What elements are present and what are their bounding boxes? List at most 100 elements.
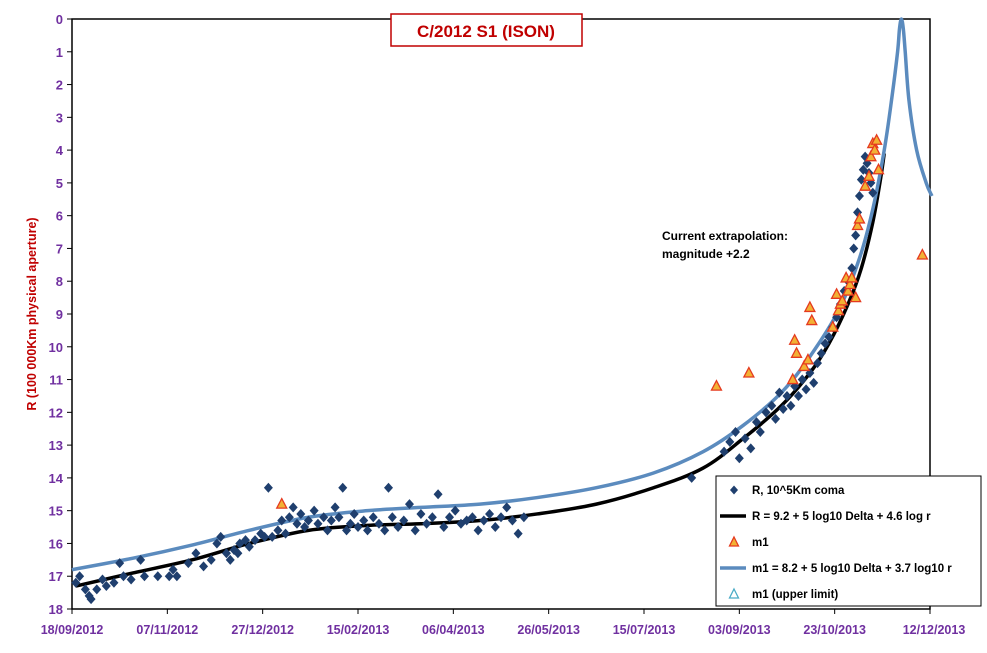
series-0-point — [856, 174, 866, 185]
x-tick-label: 27/12/2012 — [231, 623, 294, 637]
x-tick-label: 15/07/2013 — [613, 623, 676, 637]
series-2-point — [862, 169, 876, 181]
x-tick-label: 06/04/2013 — [422, 623, 485, 637]
series-0-point — [233, 548, 243, 559]
y-tick-label: 3 — [56, 110, 63, 125]
series-0-point — [427, 512, 437, 523]
series-0-point — [380, 525, 390, 536]
series-2-point — [859, 179, 872, 191]
series-0-point — [849, 243, 859, 254]
series-0-point — [330, 502, 340, 513]
series-2-point — [801, 352, 815, 365]
series-0-point — [168, 564, 178, 575]
series-0-point — [399, 515, 409, 526]
series-0-point — [206, 554, 216, 565]
series-0-point — [387, 512, 397, 523]
series-0-point — [813, 358, 823, 369]
series-2-point — [841, 284, 855, 296]
series-0-point — [277, 515, 287, 526]
series-0-point — [284, 512, 294, 523]
series-0-point — [241, 535, 251, 546]
series-2-point — [786, 372, 799, 385]
series-0-point — [824, 331, 834, 342]
series-2-point — [790, 346, 803, 358]
legend-label: R, 10^5Km coma — [752, 485, 845, 497]
series-0-point — [92, 584, 102, 595]
series-0-point — [281, 528, 291, 539]
series-0-point — [439, 522, 449, 533]
series-0-point — [80, 584, 90, 595]
series-0-point — [326, 515, 336, 526]
series-0-point — [98, 574, 108, 585]
series-0-point — [86, 594, 96, 605]
y-tick-label: 2 — [56, 78, 63, 93]
legend-label: m1 — [752, 537, 769, 549]
series-0-point — [191, 548, 201, 559]
series-0-point — [309, 505, 319, 516]
series-0-point — [746, 443, 756, 454]
series-0-point — [797, 374, 807, 385]
series-2-point — [870, 133, 883, 145]
y-tick-label: 1 — [56, 45, 63, 60]
legend-swatch-diamond — [730, 485, 738, 495]
x-tick-label: 07/11/2012 — [136, 623, 198, 637]
x-tick-label: 15/02/2013 — [327, 623, 390, 637]
series-0-point — [319, 512, 329, 523]
x-tick-label: 23/10/2013 — [803, 623, 866, 637]
series-0-point — [467, 512, 477, 523]
series-0-point — [363, 525, 373, 536]
series-0-point — [296, 508, 306, 519]
series-2-point — [916, 248, 929, 260]
series-2-point — [275, 497, 288, 509]
series-0-point — [359, 515, 369, 526]
series-0-point — [854, 191, 864, 201]
series-0-point — [496, 512, 506, 523]
series-0-point — [384, 482, 394, 493]
y-tick-label: 17 — [49, 569, 63, 584]
series-0-point — [221, 548, 231, 559]
annotation: Current extrapolation: magnitude +2.2 — [662, 229, 788, 261]
series-0-point — [126, 574, 136, 585]
series-2-point — [788, 333, 801, 345]
series-0-point — [809, 377, 819, 388]
series-0-point — [731, 427, 741, 437]
y-tick-label: 9 — [56, 307, 63, 322]
y-tick-label: 0 — [56, 12, 63, 27]
y-tick-label: 4 — [56, 143, 64, 158]
series-0-point — [450, 505, 460, 516]
series-0-point — [786, 400, 796, 411]
series-0-point — [801, 384, 811, 395]
y-tick-label: 18 — [49, 602, 63, 617]
series-2-point — [710, 379, 723, 391]
series-2-point — [843, 277, 856, 290]
series-2-point — [805, 313, 818, 326]
y-tick-label: 10 — [49, 340, 63, 355]
series-0-point — [263, 482, 273, 493]
legend: R, 10^5Km coma R = 9.2 + 5 log10 Delta + … — [715, 475, 982, 607]
series-0-point — [164, 571, 174, 582]
x-tick-label: 12/12/2013 — [903, 623, 966, 637]
series-0-point — [250, 535, 260, 546]
y-tick-label: 11 — [49, 373, 63, 388]
series-0-point — [273, 525, 283, 536]
y-tick-label: 6 — [56, 209, 63, 224]
title-border — [390, 13, 583, 47]
series-2-point — [872, 162, 885, 175]
y-tick-label: 14 — [49, 471, 64, 486]
series-0-point — [115, 558, 125, 569]
series-0-point — [782, 390, 792, 401]
annotation-line-1: Current extrapolation: — [662, 229, 788, 243]
series-0-point — [183, 558, 193, 569]
series-0-point — [519, 512, 529, 523]
series-0-point — [771, 413, 781, 424]
series-0-point — [445, 512, 455, 523]
series-0-point — [338, 482, 348, 493]
series-0-point — [267, 531, 277, 542]
series-0-point — [725, 436, 735, 447]
series-0-point — [172, 571, 182, 582]
series-0-point — [740, 433, 750, 444]
series-0-point — [118, 571, 128, 582]
legend-label: R = 9.2 + 5 log10 Delta + 4.6 log r — [752, 511, 931, 523]
